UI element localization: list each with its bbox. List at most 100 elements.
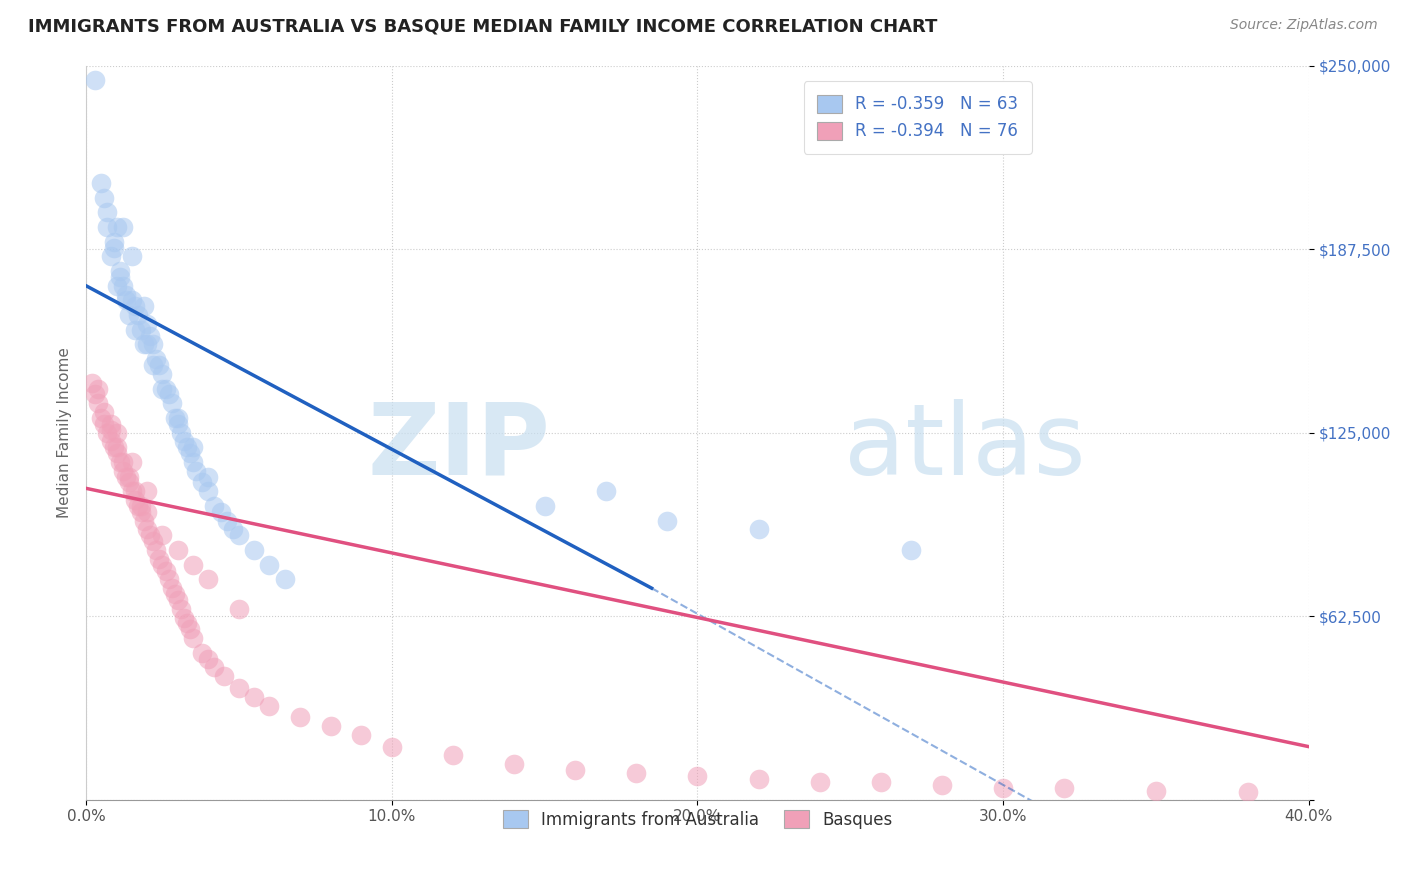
Point	[118, 308, 141, 322]
Point	[100, 434, 122, 449]
Point	[84, 73, 107, 87]
Point	[155, 564, 177, 578]
Point	[103, 440, 125, 454]
Point	[1144, 783, 1167, 797]
Point	[228, 601, 250, 615]
Point	[93, 405, 115, 419]
Point	[121, 249, 143, 263]
Point	[105, 220, 128, 235]
Point	[139, 528, 162, 542]
Point	[191, 646, 214, 660]
Point	[155, 382, 177, 396]
Point	[121, 484, 143, 499]
Point	[136, 484, 159, 499]
Point	[114, 469, 136, 483]
Point	[222, 523, 245, 537]
Point	[103, 241, 125, 255]
Point	[108, 455, 131, 469]
Point	[595, 484, 617, 499]
Point	[105, 440, 128, 454]
Point	[686, 769, 709, 783]
Point	[152, 558, 174, 572]
Point	[243, 690, 266, 704]
Point	[100, 423, 122, 437]
Point	[108, 270, 131, 285]
Point	[148, 551, 170, 566]
Point	[136, 337, 159, 351]
Point	[129, 499, 152, 513]
Point	[124, 323, 146, 337]
Point	[1053, 780, 1076, 795]
Point	[124, 484, 146, 499]
Point	[160, 396, 183, 410]
Point	[121, 455, 143, 469]
Point	[181, 631, 204, 645]
Point	[105, 425, 128, 440]
Point	[136, 523, 159, 537]
Point	[163, 410, 186, 425]
Point	[127, 499, 149, 513]
Point	[111, 455, 134, 469]
Point	[870, 775, 893, 789]
Point	[84, 387, 107, 401]
Point	[114, 293, 136, 308]
Point	[96, 220, 118, 235]
Point	[134, 337, 156, 351]
Point	[176, 616, 198, 631]
Point	[173, 434, 195, 449]
Point	[626, 766, 648, 780]
Point	[136, 317, 159, 331]
Point	[127, 308, 149, 322]
Point	[228, 681, 250, 695]
Point	[166, 543, 188, 558]
Point	[176, 440, 198, 454]
Point	[152, 528, 174, 542]
Point	[121, 293, 143, 308]
Point	[931, 778, 953, 792]
Point	[288, 710, 311, 724]
Point	[204, 499, 226, 513]
Point	[993, 780, 1015, 795]
Point	[243, 543, 266, 558]
Point	[163, 587, 186, 601]
Point	[160, 581, 183, 595]
Point	[87, 396, 110, 410]
Point	[152, 367, 174, 381]
Point	[114, 287, 136, 301]
Point	[90, 410, 112, 425]
Point	[124, 299, 146, 313]
Point	[105, 278, 128, 293]
Point	[197, 469, 219, 483]
Y-axis label: Median Family Income: Median Family Income	[58, 347, 72, 518]
Point	[96, 425, 118, 440]
Point	[100, 417, 122, 431]
Point	[145, 352, 167, 367]
Point	[655, 514, 678, 528]
Point	[533, 499, 555, 513]
Point	[136, 505, 159, 519]
Point	[191, 475, 214, 490]
Point	[166, 593, 188, 607]
Point	[259, 558, 281, 572]
Point	[118, 469, 141, 483]
Point	[139, 328, 162, 343]
Point	[157, 387, 180, 401]
Point	[170, 601, 193, 615]
Point	[134, 514, 156, 528]
Point	[748, 772, 770, 786]
Point	[274, 572, 297, 586]
Point	[111, 278, 134, 293]
Point	[748, 523, 770, 537]
Point	[381, 739, 404, 754]
Text: IMMIGRANTS FROM AUSTRALIA VS BASQUE MEDIAN FAMILY INCOME CORRELATION CHART: IMMIGRANTS FROM AUSTRALIA VS BASQUE MEDI…	[28, 18, 938, 36]
Point	[157, 572, 180, 586]
Point	[82, 376, 104, 390]
Point	[142, 337, 165, 351]
Point	[93, 417, 115, 431]
Point	[259, 698, 281, 713]
Point	[215, 514, 238, 528]
Point	[808, 775, 831, 789]
Point	[87, 382, 110, 396]
Text: Source: ZipAtlas.com: Source: ZipAtlas.com	[1230, 18, 1378, 32]
Point	[181, 440, 204, 454]
